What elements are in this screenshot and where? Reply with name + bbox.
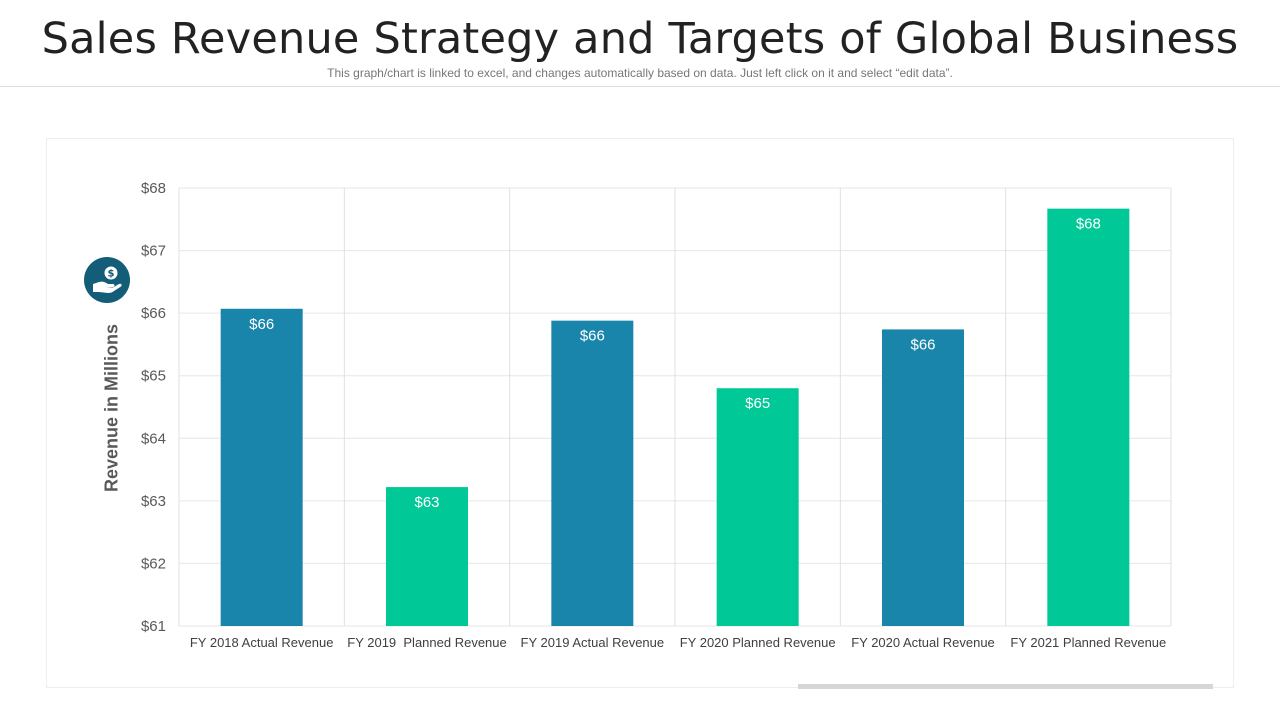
data-label: $66 xyxy=(910,336,935,353)
y-tick-label: $64 xyxy=(141,430,166,447)
bar xyxy=(716,388,799,626)
data-label: $68 xyxy=(1076,216,1101,233)
y-tick-label: $65 xyxy=(141,368,166,385)
bar xyxy=(220,308,303,626)
bar xyxy=(386,487,468,626)
horizontal-scrollbar[interactable] xyxy=(798,684,1213,689)
x-tick-label: FY 2018 Actual Revenue xyxy=(190,635,334,650)
page-title: Sales Revenue Strategy and Targets of Gl… xyxy=(41,14,1239,64)
bar xyxy=(551,320,634,626)
data-label: $66 xyxy=(249,316,274,333)
x-tick-label: FY 2020 Planned Revenue xyxy=(680,635,836,650)
data-label: $65 xyxy=(745,395,770,412)
x-tick-label: FY 2021 Planned Revenue xyxy=(1010,635,1166,650)
y-tick-label: $63 xyxy=(141,493,166,510)
header-divider xyxy=(0,86,1280,87)
x-tick-label: FY 2019 Planned Revenue xyxy=(347,635,507,650)
y-tick-label: $61 xyxy=(141,618,166,635)
bar xyxy=(882,329,964,626)
y-tick-label: $67 xyxy=(141,243,166,260)
y-tick-label: $68 xyxy=(141,180,166,197)
x-tick-label: FY 2019 Actual Revenue xyxy=(521,635,665,650)
data-label: $63 xyxy=(414,494,439,511)
y-tick-label: $66 xyxy=(141,305,166,322)
x-tick-label: FY 2020 Actual Revenue xyxy=(851,635,995,650)
bar xyxy=(1047,208,1130,627)
data-label: $66 xyxy=(580,328,605,345)
svg-text:$: $ xyxy=(108,269,115,280)
page-subtitle: This graph/chart is linked to excel, and… xyxy=(327,66,953,80)
dollar-hand-icon: $ xyxy=(84,257,130,303)
y-tick-label: $62 xyxy=(141,555,166,572)
